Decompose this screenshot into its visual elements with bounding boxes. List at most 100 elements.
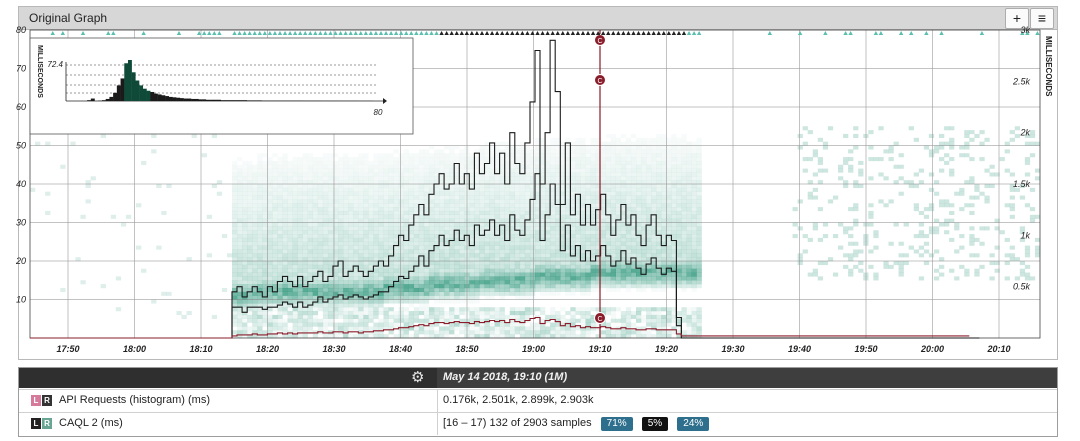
heat-cell <box>610 272 616 277</box>
event-marker <box>626 31 631 35</box>
heat-cell <box>600 272 606 277</box>
heat-cell <box>479 261 485 266</box>
heat-cell <box>358 318 364 323</box>
heat-cell <box>585 157 591 162</box>
heat-cell <box>292 287 298 292</box>
heat-cell <box>423 241 430 246</box>
heat-cell <box>605 330 611 335</box>
heat-cell <box>469 249 475 254</box>
heat-cell <box>418 280 425 285</box>
heat-cell <box>646 249 652 254</box>
heat-cell <box>565 214 571 219</box>
event-marker <box>247 31 252 35</box>
heat-cell <box>540 261 546 266</box>
heat-cell <box>964 130 970 135</box>
heat-cell <box>651 141 657 146</box>
heat-cell <box>1024 264 1031 269</box>
heat-cell <box>504 249 510 254</box>
heat-cell <box>1004 149 1010 154</box>
heat-cell <box>651 207 657 212</box>
heat-cell <box>257 295 263 300</box>
heat-cell <box>439 149 445 154</box>
heat-cell <box>691 191 697 196</box>
heat-cell <box>499 180 505 185</box>
heat-cell <box>388 318 394 323</box>
heat-cell <box>636 195 642 200</box>
heat-cell <box>252 237 258 242</box>
y-tick-label: 20 <box>15 256 26 266</box>
heat-cell <box>838 222 844 227</box>
heat-cell <box>853 180 859 185</box>
heat-cell <box>292 261 298 266</box>
heat-cell <box>262 314 268 319</box>
event-marker <box>368 31 374 35</box>
heat-cell <box>529 257 536 262</box>
heat-cell <box>550 214 556 219</box>
heat-cell <box>691 264 697 269</box>
heat-cell <box>555 172 561 177</box>
heat-cell <box>267 176 273 181</box>
heat-cell <box>257 291 263 296</box>
heat-cell <box>449 207 455 212</box>
heat-cell <box>989 172 995 177</box>
menu-button[interactable]: ≡ <box>1030 8 1054 29</box>
heat-cell <box>277 334 283 339</box>
heat-cell <box>615 222 622 227</box>
heat-cell <box>671 195 677 200</box>
heat-cell <box>373 184 379 189</box>
heat-cell <box>615 160 622 165</box>
event-marker <box>520 31 525 35</box>
heat-cell <box>469 210 475 215</box>
heat-cell <box>257 268 263 273</box>
heat-cell <box>509 145 515 150</box>
heat-cell <box>393 195 399 200</box>
heat-cell <box>605 280 611 285</box>
heat-cell <box>232 199 238 204</box>
heat-cell <box>398 291 404 296</box>
heat-cell <box>494 207 500 212</box>
heat-cell <box>257 210 263 215</box>
heat-cell <box>449 226 455 231</box>
heat-cell <box>585 207 591 212</box>
heat-cell <box>822 261 829 266</box>
heat-cell <box>242 184 248 189</box>
heat-cell <box>418 149 425 154</box>
heat-cell <box>459 222 465 227</box>
heat-cell <box>585 322 591 327</box>
heat-cell <box>570 199 576 204</box>
heat-cell <box>636 222 642 227</box>
heat-cell <box>666 314 672 319</box>
heat-cell <box>373 268 379 273</box>
heat-cell <box>257 172 263 177</box>
heat-cell <box>540 203 546 208</box>
heat-cell <box>272 176 278 181</box>
heat-cell <box>807 272 813 277</box>
heat-cell <box>580 326 586 331</box>
heat-cell <box>570 172 576 177</box>
heat-cell <box>363 307 369 312</box>
heat-cell <box>625 249 632 254</box>
add-button[interactable]: + <box>1005 8 1029 29</box>
heat-cell <box>590 326 596 331</box>
heat-cell <box>671 257 677 262</box>
heat-cell <box>484 276 490 281</box>
heat-cell <box>444 280 450 285</box>
heat-cell <box>70 141 76 146</box>
heat-cell <box>343 314 349 319</box>
heat-cell <box>595 334 601 339</box>
heat-cell <box>322 291 329 296</box>
heat-cell <box>272 191 278 196</box>
heat-cell <box>499 199 505 204</box>
heat-cell <box>343 284 349 289</box>
heat-cell <box>555 184 561 189</box>
heat-cell <box>327 303 334 308</box>
heat-cell <box>393 249 399 254</box>
heat-cell <box>423 234 430 239</box>
heat-cell <box>560 314 566 319</box>
heat-cell <box>605 284 611 289</box>
heat-cell <box>408 245 414 250</box>
heat-cell <box>237 314 243 319</box>
heat-cell <box>388 299 394 304</box>
heat-cell <box>262 318 268 323</box>
heat-cell <box>247 234 253 239</box>
